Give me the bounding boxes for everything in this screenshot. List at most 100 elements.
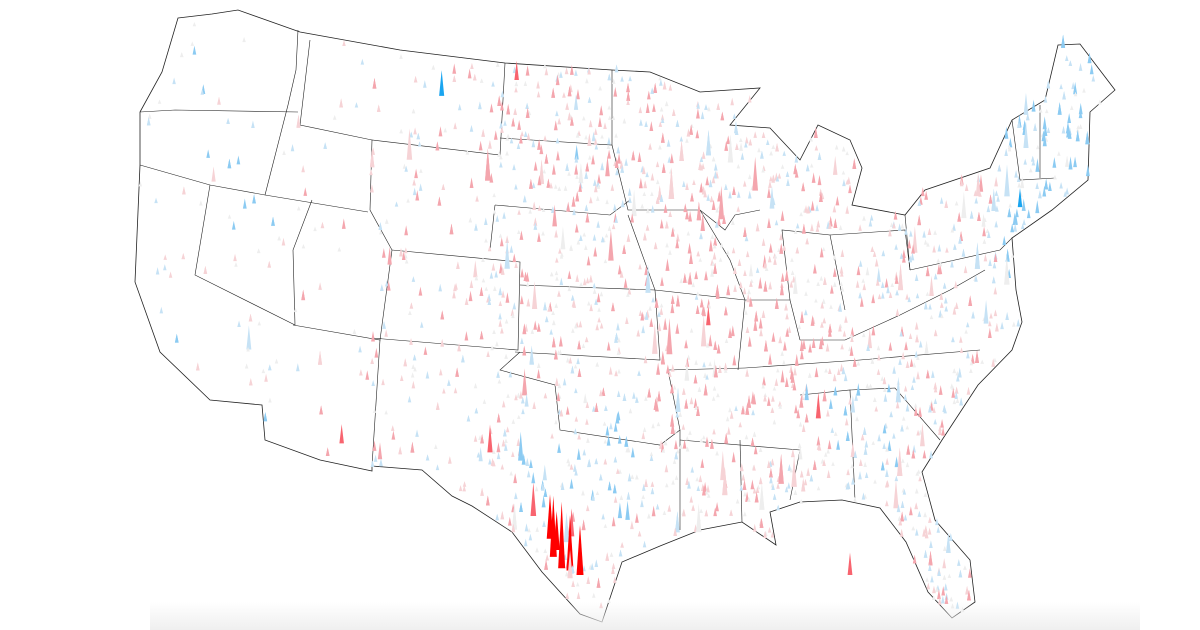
spike	[888, 291, 893, 299]
spike	[715, 221, 719, 228]
spike	[492, 460, 496, 467]
spike	[381, 378, 385, 386]
spike	[850, 326, 855, 337]
spike	[163, 264, 167, 271]
spike	[820, 458, 825, 464]
spike	[699, 232, 703, 240]
spike	[696, 503, 702, 533]
spike	[409, 131, 413, 138]
spike	[423, 346, 428, 355]
spike	[406, 198, 410, 203]
spike	[688, 211, 693, 222]
spike	[490, 345, 494, 351]
spike	[983, 253, 988, 262]
spike	[570, 365, 575, 374]
spike	[885, 500, 889, 507]
spike	[670, 421, 675, 434]
spike	[883, 393, 888, 402]
spike	[847, 552, 853, 576]
spike	[372, 440, 377, 451]
spike	[895, 308, 900, 316]
spike	[1046, 80, 1051, 89]
spike	[503, 442, 508, 451]
spike	[525, 65, 530, 76]
spike	[892, 365, 896, 374]
spike	[912, 362, 916, 368]
spike	[588, 155, 592, 160]
spike	[896, 504, 901, 513]
spike	[690, 466, 695, 473]
spike	[943, 583, 948, 591]
spike	[814, 298, 818, 303]
spike	[595, 361, 599, 367]
spike	[1017, 182, 1021, 188]
spike	[703, 189, 707, 198]
spike	[812, 459, 817, 470]
spike	[412, 179, 416, 186]
spike	[968, 295, 973, 306]
spike	[599, 389, 603, 397]
spike	[863, 446, 868, 455]
spike	[478, 446, 483, 462]
spike	[631, 189, 637, 217]
spike	[649, 455, 654, 461]
spike	[699, 298, 704, 308]
spike	[726, 250, 730, 255]
spike	[638, 309, 643, 317]
spike	[883, 386, 887, 392]
spike	[836, 367, 841, 376]
spike	[505, 426, 510, 433]
spike	[654, 297, 659, 308]
spike	[574, 468, 578, 476]
spike	[739, 137, 743, 142]
spike	[163, 254, 167, 260]
spike	[1017, 119, 1021, 129]
spike	[567, 112, 572, 121]
spike	[483, 217, 488, 225]
spike	[817, 174, 822, 186]
spike	[404, 165, 408, 172]
spike	[281, 237, 286, 246]
spike	[799, 499, 803, 504]
spike	[799, 212, 803, 217]
spike	[933, 230, 937, 235]
spike	[757, 147, 761, 153]
spike	[623, 278, 628, 288]
spike	[703, 383, 708, 396]
spike	[504, 353, 508, 359]
spike	[873, 479, 877, 484]
spike	[602, 421, 607, 426]
spike	[537, 205, 542, 211]
spike	[700, 111, 705, 120]
spike	[657, 185, 662, 201]
spike	[771, 144, 776, 149]
spike	[930, 575, 934, 583]
spike	[339, 98, 343, 108]
spike	[626, 83, 630, 93]
spike	[843, 405, 848, 416]
bottom-fade	[150, 602, 1140, 630]
spike	[533, 217, 538, 226]
spike	[439, 70, 445, 96]
spike	[986, 230, 991, 239]
spike	[783, 341, 787, 351]
spike	[650, 481, 655, 487]
spike	[596, 184, 601, 189]
spike	[983, 299, 989, 324]
spike	[926, 241, 930, 247]
spike	[671, 479, 675, 485]
spike	[521, 396, 525, 404]
spike	[845, 205, 850, 214]
spike	[147, 113, 152, 119]
spike	[914, 528, 919, 536]
spike	[520, 337, 524, 344]
spike	[625, 500, 630, 520]
spike	[1013, 223, 1018, 232]
spike	[537, 174, 542, 186]
spike	[735, 498, 740, 504]
spike	[880, 461, 885, 471]
spike	[768, 281, 773, 290]
spike	[146, 117, 151, 126]
